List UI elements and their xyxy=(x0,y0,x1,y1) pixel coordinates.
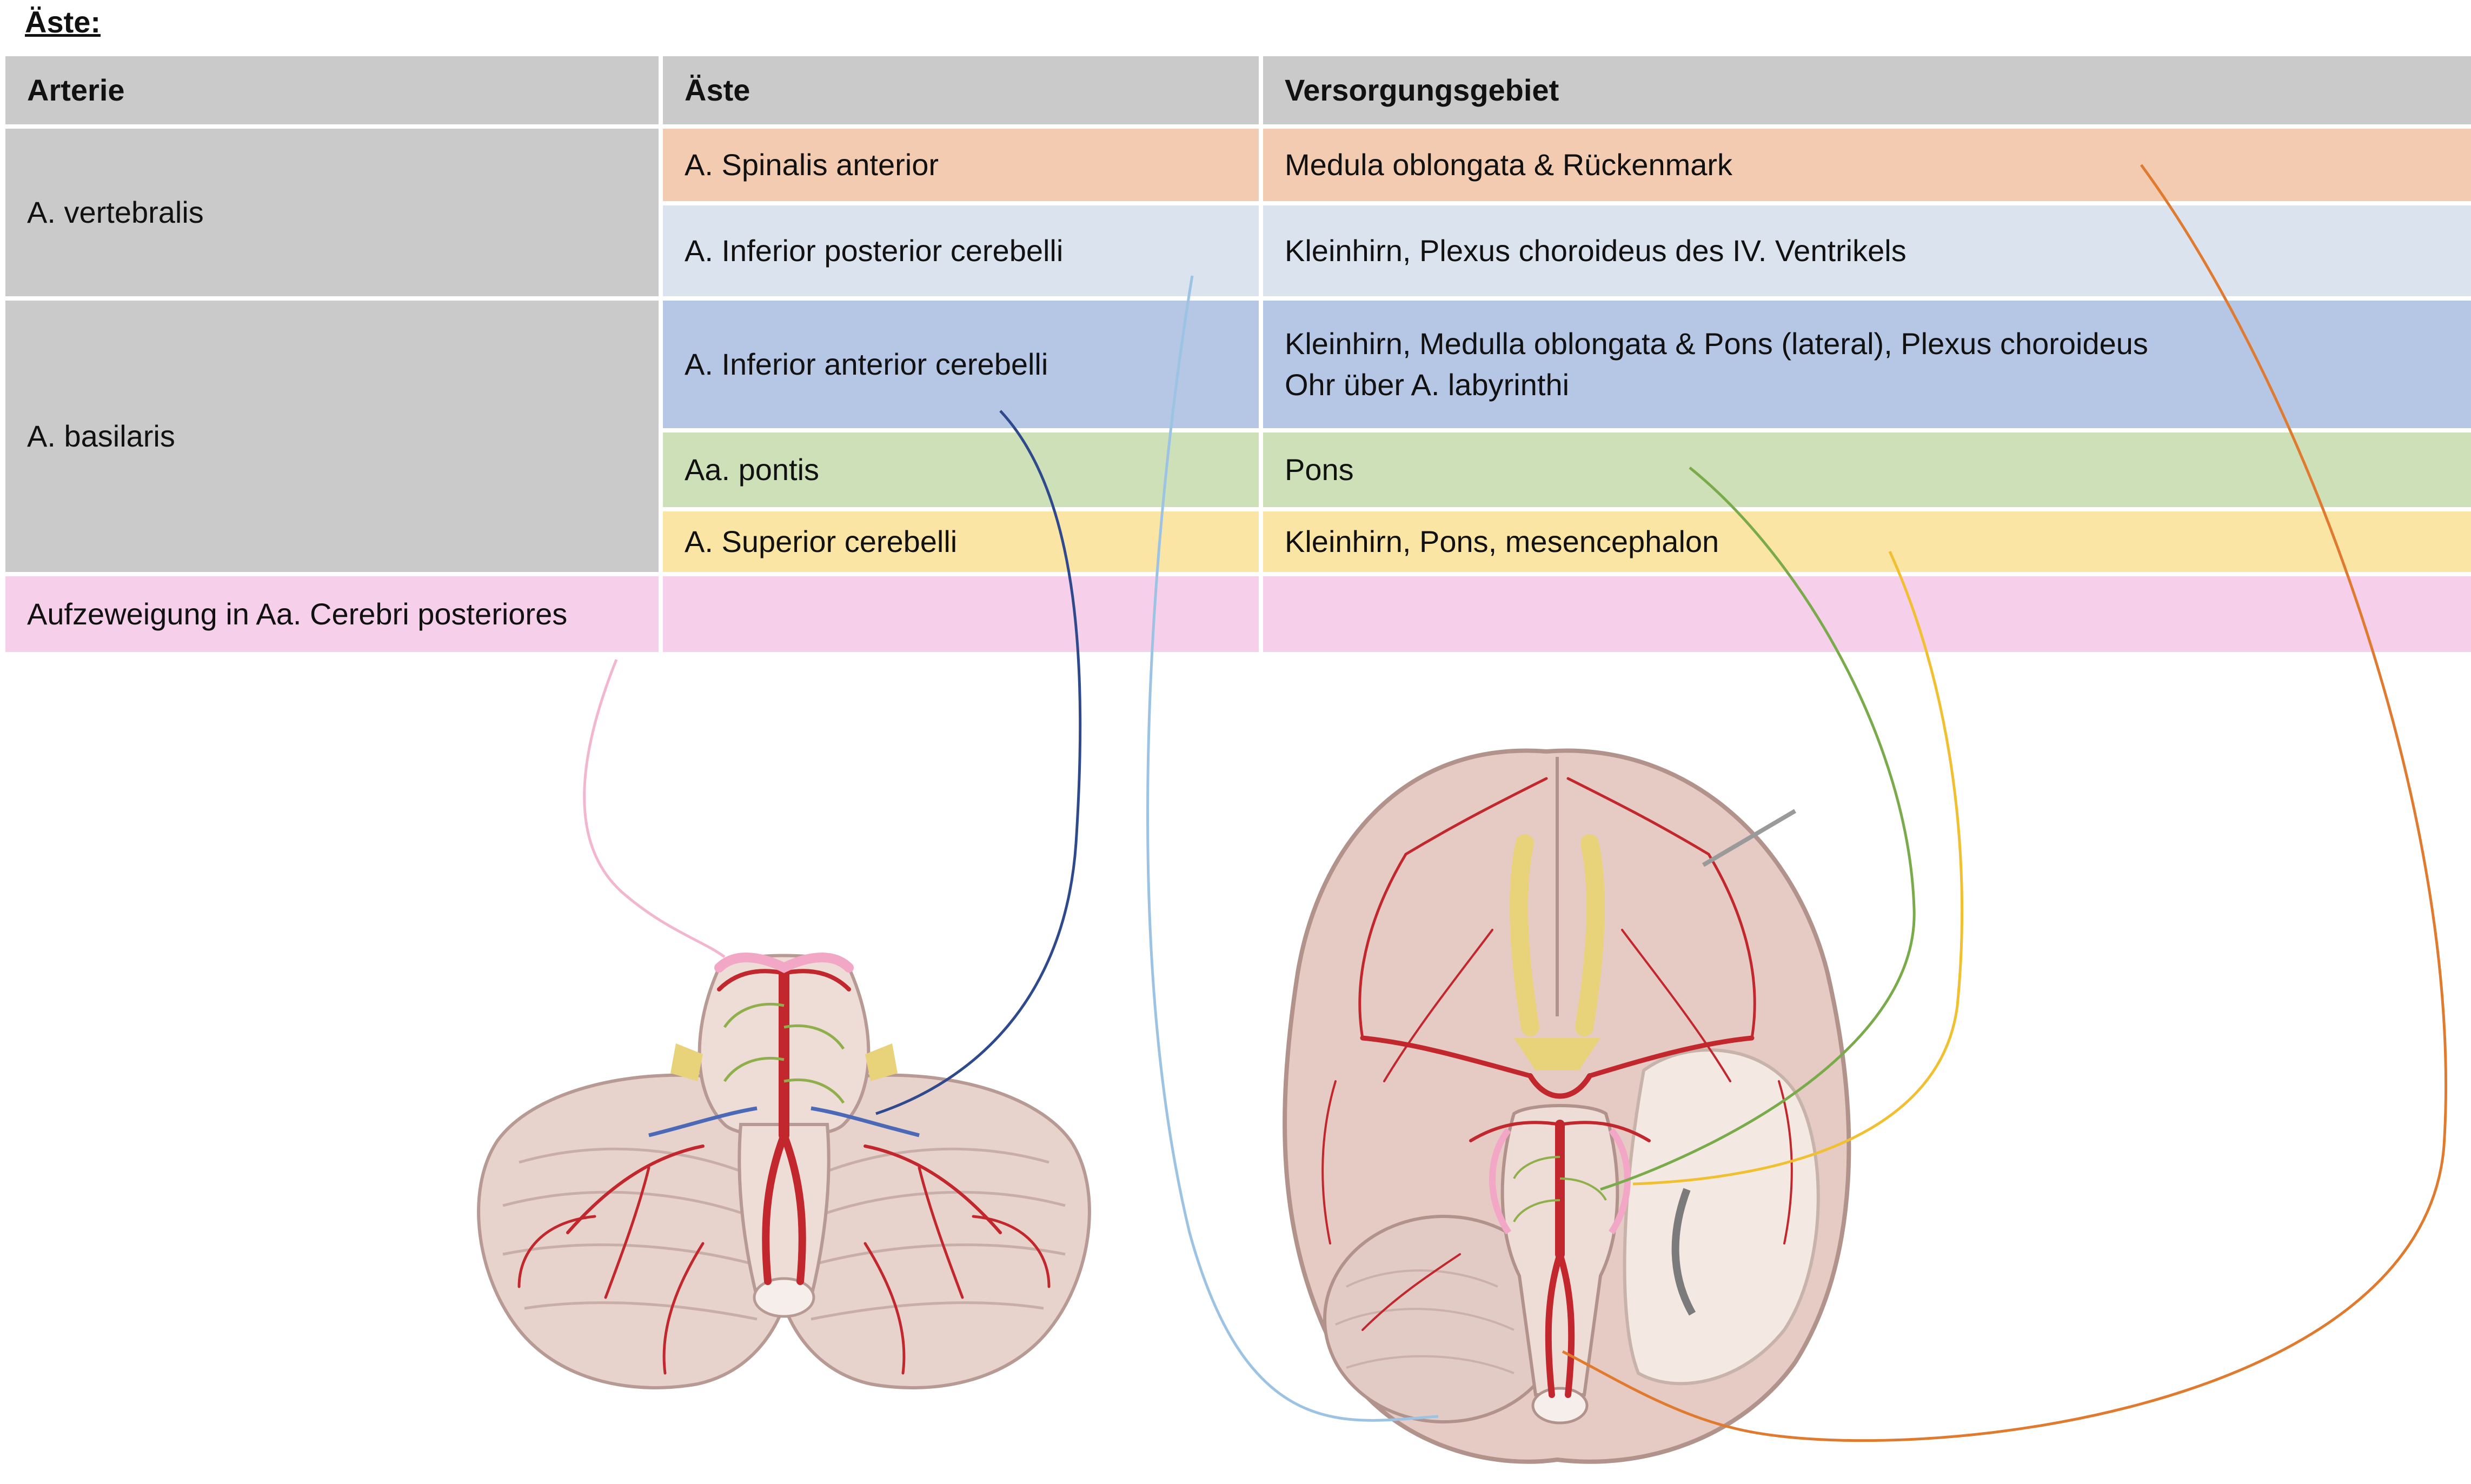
area-inferior-anterior-cerebelli: Kleinhirn, Medulla oblongata & Pons (lat… xyxy=(1263,301,2471,428)
olfactory-tract-right xyxy=(1575,834,1605,1036)
connector-lines xyxy=(583,164,2447,1442)
artery-vertebralis: A. vertebralis xyxy=(5,129,659,296)
table-header-row: Arterie Äste Versorgungsgebiet xyxy=(5,56,2471,124)
brain-section-cut xyxy=(1623,1048,1820,1386)
branch-aa-pontis: Aa. pontis xyxy=(663,432,1259,507)
brain-inferior-figure xyxy=(1283,748,1851,1464)
connector-aa-pontis xyxy=(1600,467,1916,1191)
branch-spinalis-anterior: A. Spinalis anterior xyxy=(663,129,1259,201)
left-arteries xyxy=(517,968,1051,1375)
empty-cell xyxy=(1263,576,2471,652)
area-aa-pontis: Pons xyxy=(1263,432,2471,507)
brainstem-medulla xyxy=(738,1123,831,1299)
area-spinalis-anterior: Medula oblongata & Rückenmark xyxy=(1263,129,2471,201)
lateral-ventricle-section xyxy=(1671,1188,1696,1316)
left-aica-vessels xyxy=(648,1106,920,1137)
artery-cerebri-posteriores: Aufzeweigung in Aa. Cerebri posteriores xyxy=(5,576,659,652)
header-aeste: Äste xyxy=(663,56,1259,124)
optic-chiasm xyxy=(1514,1038,1600,1070)
branch-inferior-anterior-cerebelli: A. Inferior anterior cerebelli xyxy=(663,301,1259,428)
header-arterie: Arterie xyxy=(5,56,659,124)
connector-superior-cerebelli xyxy=(1632,550,1964,1186)
table-row: A. basilaris A. Inferior anterior cerebe… xyxy=(5,301,2471,572)
connector-cerebri-posteriores xyxy=(583,659,726,959)
brain-pontine-branches xyxy=(1513,1156,1607,1222)
brain-medulla-cross-section xyxy=(1531,1387,1589,1425)
cerebellum-brainstem-figure xyxy=(477,953,1091,1389)
medulla-cross-section xyxy=(753,1277,815,1318)
cerebellum-folia xyxy=(502,1147,1066,1321)
connector-inferior-anterior-cerebelli xyxy=(875,410,1082,1115)
page-heading: Äste: xyxy=(25,5,101,39)
connector-inferior-posterior-cerebelli xyxy=(1146,275,1439,1422)
artery-basilaris: A. basilaris xyxy=(5,301,659,572)
nerve-stub-right xyxy=(865,1043,898,1081)
cerebri-posteriores-marker xyxy=(714,953,854,974)
brain-pcom-pink xyxy=(1489,1128,1512,1235)
olfactory-tract-left xyxy=(1510,834,1539,1036)
table-row: A. vertebralis A. Spinalis anterior Medu… xyxy=(5,129,2471,296)
header-versorgungsgebiet: Versorgungsgebiet xyxy=(1263,56,2471,124)
area-inferior-posterior-cerebelli: Kleinhirn, Plexus choroideus des IV. Ven… xyxy=(1263,205,2471,296)
artery-table: Arterie Äste Versorgungsgebiet A. verteb… xyxy=(1,52,2471,656)
table-row: Aufzeweigung in Aa. Cerebri posteriores xyxy=(5,576,2471,652)
brain-cerebellum-folia xyxy=(1335,1269,1515,1374)
table-row: Aa. pontis Pons xyxy=(5,432,2471,507)
area-superior-cerebelli: Kleinhirn, Pons, mesencephalon xyxy=(1263,511,2471,572)
empty-cell xyxy=(663,576,1259,652)
connector-spinalis-anterior xyxy=(1562,164,2447,1442)
table-row: A. Inferior posterior cerebelli Kleinhir… xyxy=(5,205,2471,296)
area-line: Ohr über A. labyrinthi xyxy=(1285,368,1570,402)
left-pontine-branches xyxy=(723,1002,845,1104)
area-line: Kleinhirn, Medulla oblongata & Pons (lat… xyxy=(1285,327,2148,361)
circle-of-willis xyxy=(1321,777,1793,1398)
branch-superior-cerebelli: A. Superior cerebelli xyxy=(663,511,1259,572)
probe-needle xyxy=(1702,809,1797,867)
nerve-stub-left xyxy=(670,1043,703,1081)
branch-inferior-posterior-cerebelli: A. Inferior posterior cerebelli xyxy=(663,205,1259,296)
